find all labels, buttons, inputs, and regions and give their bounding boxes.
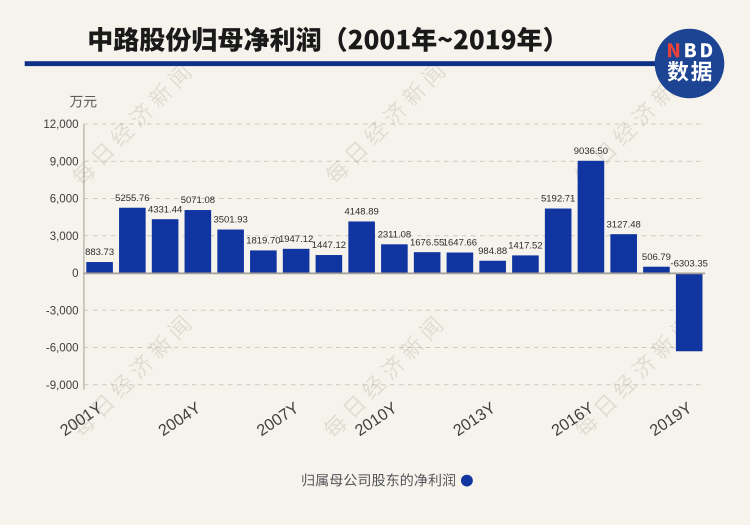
svg-text:1947.12: 1947.12 [279, 234, 313, 245]
svg-text:3,000: 3,000 [50, 231, 79, 243]
svg-text:2311.08: 2311.08 [378, 230, 412, 241]
svg-text:1647.66: 1647.66 [443, 238, 477, 249]
svg-text:9,000: 9,000 [50, 156, 79, 168]
svg-text:4331.44: 4331.44 [148, 204, 182, 215]
svg-text:0: 0 [72, 268, 78, 280]
svg-text:9036.50: 9036.50 [574, 146, 608, 157]
svg-text:-9,000: -9,000 [46, 380, 79, 392]
svg-text:5071.08: 5071.08 [181, 195, 215, 206]
svg-text:3501.93: 3501.93 [213, 215, 247, 226]
svg-text:5192.71: 5192.71 [541, 194, 575, 205]
svg-text:-6303.35: -6303.35 [670, 259, 708, 270]
svg-text:12,000: 12,000 [43, 119, 78, 131]
svg-text:4148.89: 4148.89 [344, 207, 378, 218]
svg-text:1447.12: 1447.12 [312, 240, 346, 251]
svg-text:506.79: 506.79 [642, 252, 671, 263]
svg-text:883.73: 883.73 [85, 247, 114, 258]
svg-text:984.88: 984.88 [478, 246, 507, 257]
svg-text:-3,000: -3,000 [46, 305, 79, 317]
svg-text:3127.48: 3127.48 [607, 219, 641, 230]
svg-text:6,000: 6,000 [50, 194, 79, 206]
svg-text:1417.52: 1417.52 [508, 241, 542, 252]
svg-text:5255.76: 5255.76 [115, 193, 149, 204]
svg-text:1819.70: 1819.70 [246, 236, 280, 247]
svg-text:-6,000: -6,000 [46, 343, 79, 355]
svg-text:1676.55: 1676.55 [410, 237, 444, 248]
